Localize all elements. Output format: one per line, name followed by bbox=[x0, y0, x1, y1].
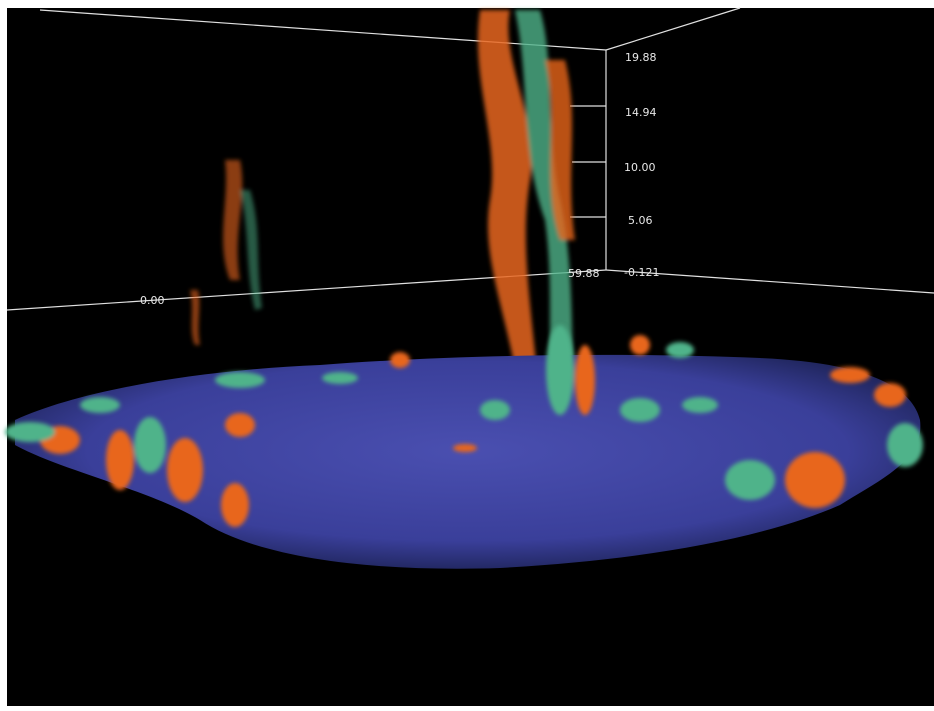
z-tick-label: 14.94 bbox=[625, 106, 657, 119]
viewport: 19.88 14.94 10.00 5.06 -0.121 59.88 0.00 bbox=[0, 0, 934, 711]
y-axis-label: 0.00 bbox=[140, 294, 165, 307]
z-tick-label: 10.00 bbox=[624, 161, 656, 174]
page: 19.88 14.94 10.00 5.06 -0.121 59.88 0.00… bbox=[0, 0, 934, 711]
x-axis-label: 59.88 bbox=[568, 267, 600, 280]
render-background bbox=[7, 8, 934, 706]
z-tick-label: -0.121 bbox=[624, 266, 659, 279]
z-tick-label: 19.88 bbox=[625, 51, 657, 64]
z-tick-label: 5.06 bbox=[628, 214, 653, 227]
